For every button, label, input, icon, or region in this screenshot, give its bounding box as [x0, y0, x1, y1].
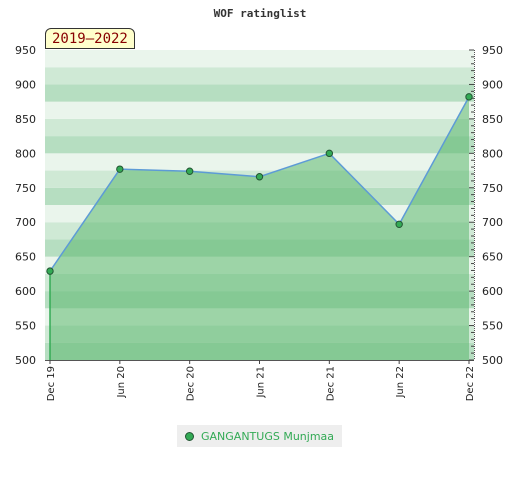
- series-area: [50, 96, 469, 360]
- data-point: [46, 267, 54, 275]
- x-tick-label: Jun 21: [256, 366, 267, 399]
- axes-layer: [45, 49, 475, 364]
- data-point: [465, 93, 473, 101]
- background-band: [45, 84, 474, 102]
- legend-marker-icon: [185, 431, 194, 441]
- x-tick-label: Dec 22: [465, 366, 476, 401]
- y-tick-label-right: 850: [482, 113, 503, 126]
- x-tick-label: Jun 20: [116, 366, 127, 399]
- background-band: [45, 118, 474, 137]
- data-point: [395, 220, 403, 228]
- point-layer: [46, 93, 473, 275]
- x-tick-label: Dec 21: [325, 366, 336, 401]
- y-tick-label-left: 750: [15, 182, 36, 195]
- y-tick-label-right: 700: [482, 216, 503, 229]
- x-tick-label: Dec 20: [186, 366, 197, 401]
- area-layer: [50, 96, 469, 360]
- y-tick-label-right: 600: [482, 285, 503, 298]
- chart-title: WOF ratinglist: [214, 7, 307, 20]
- y-tick-label-right: 500: [482, 354, 503, 367]
- y-tick-label-left: 700: [15, 216, 36, 229]
- x-tick-label: Dec 19: [46, 366, 57, 401]
- period-badge: 2019–2022: [45, 28, 135, 49]
- y-tick-label-right: 650: [482, 251, 503, 264]
- y-axis-right-labels: 500 550 600 650 700 750 800 850 900 950: [482, 44, 503, 367]
- y-tick-label-right: 550: [482, 320, 503, 333]
- background-band: [45, 67, 474, 85]
- x-tick-label: Jun 22: [395, 366, 406, 399]
- background-band: [45, 50, 474, 68]
- data-point: [185, 167, 194, 175]
- background-band: [45, 136, 474, 154]
- y-tick-label-right: 800: [482, 147, 503, 160]
- y-tick-label-left: 650: [15, 251, 36, 264]
- y-tick-label-left: 800: [15, 147, 36, 160]
- y-tick-label-right: 750: [482, 182, 503, 195]
- y-tick-label-left: 600: [15, 285, 36, 298]
- y-tick-label-left: 500: [15, 354, 36, 367]
- y-tick-label-left: 850: [15, 113, 36, 126]
- legend: GANGANTUGS Munjmaa: [177, 425, 343, 447]
- data-point: [255, 173, 264, 181]
- y-tick-label-left: 950: [15, 44, 36, 57]
- y-tick-label-right: 950: [482, 44, 503, 57]
- x-axis-labels: Dec 19 Jun 20 Dec 20 Jun 21 Dec 21 Jun 22 Dec …: [46, 366, 476, 401]
- background-band: [45, 153, 474, 171]
- y-axis-left-labels: 500 550 600 650 700 750 800 850 900 950: [15, 44, 36, 367]
- y-tick-label-left: 550: [15, 320, 36, 333]
- legend-series-label: GANGANTUGS Munjmaa: [201, 429, 335, 443]
- y-tick-label-left: 900: [15, 78, 36, 91]
- y-tick-label-right: 900: [482, 78, 503, 91]
- data-point: [116, 165, 124, 173]
- data-point: [325, 149, 334, 158]
- background-band: [45, 101, 474, 119]
